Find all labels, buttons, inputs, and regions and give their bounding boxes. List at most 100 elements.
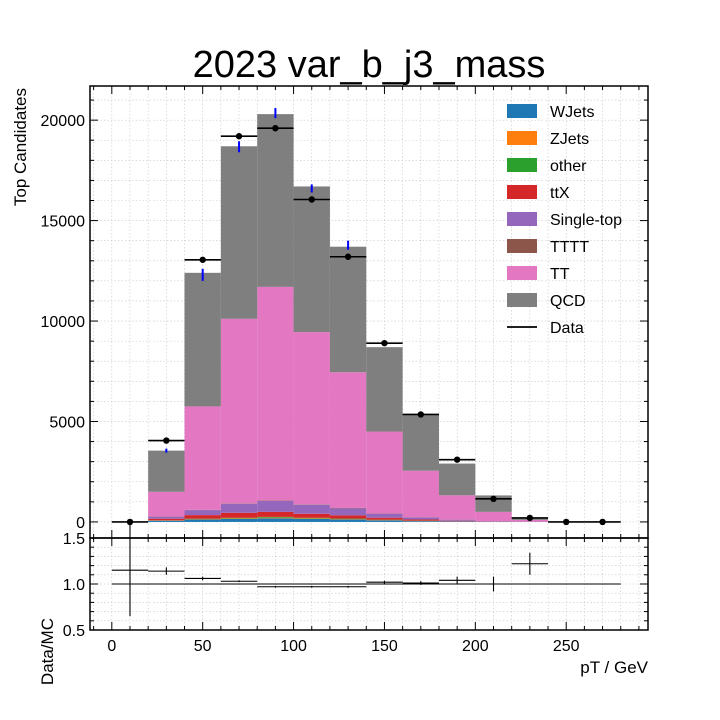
stack-bar-wjets — [184, 519, 221, 522]
stack-bar-ttx — [402, 519, 439, 521]
y-axis-label: Top Candidates — [11, 88, 30, 206]
data-point — [126, 518, 134, 526]
stack-bar-ttx — [220, 512, 258, 518]
legend-swatch-single-top — [507, 212, 537, 226]
y-tick-label: 5000 — [49, 414, 85, 431]
stack-bar-wjets — [148, 520, 185, 522]
ratio-y-tick-label: 0.5 — [63, 623, 85, 640]
stack-bar-zjets — [293, 518, 330, 519]
stack-bar-single-top — [366, 513, 403, 518]
y-tick-label: 20000 — [41, 113, 86, 130]
stack-bar-qcd — [329, 246, 367, 373]
data-point — [381, 339, 388, 347]
stack-bar-qcd — [402, 414, 439, 471]
stack-bar-ttx — [184, 515, 221, 519]
stack-bar-single-top — [184, 510, 221, 516]
legend-swatch-other — [507, 158, 537, 172]
stack-bar-ttx — [257, 511, 294, 517]
stack-bar-wjets — [257, 518, 294, 522]
data-point — [199, 256, 206, 263]
data-point — [563, 518, 570, 526]
ratio-y-axis-label: Data/MC — [38, 618, 57, 685]
stack-bar-qcd — [184, 272, 221, 407]
stack-bar-qcd — [220, 146, 258, 319]
ratio-y-tick-label: 1.0 — [63, 577, 85, 594]
stack-bar-tt — [438, 495, 476, 520]
x-tick-label: 0 — [107, 638, 116, 655]
legend-label: QCD — [550, 293, 586, 310]
x-tick-label: 100 — [280, 638, 307, 655]
stack-bar-tt — [220, 318, 258, 504]
legend-label: TT — [550, 266, 570, 283]
stack-bar-tt — [402, 470, 439, 518]
stack-bar-tt — [257, 286, 294, 501]
data-point — [235, 133, 243, 140]
stack-bar-tt — [184, 406, 221, 510]
stack-bar-tt — [148, 491, 185, 517]
data-point — [308, 196, 315, 203]
stack-bar-single-top — [148, 516, 185, 519]
data-point — [526, 514, 534, 522]
data-point — [453, 456, 461, 463]
stack-bar-other — [257, 516, 294, 518]
legend-label: ttX — [550, 185, 570, 202]
data-point — [344, 253, 352, 260]
stack-bar-qcd — [438, 463, 476, 496]
stack-bar-single-top — [293, 504, 330, 514]
legend-label: ZJets — [550, 131, 589, 148]
x-tick-label: 200 — [462, 638, 489, 655]
legend-swatch-tttt — [507, 239, 537, 253]
stack-bar-tt — [475, 511, 512, 522]
stack-bar-zjets — [257, 517, 294, 519]
stack-bar-ttx — [148, 518, 185, 521]
legend-label: other — [550, 158, 587, 175]
data-point — [599, 518, 606, 526]
stack-bar-other — [220, 517, 258, 519]
stack-bar-ttx — [329, 515, 367, 519]
y-tick-label: 10000 — [41, 314, 86, 331]
stack-bar-other — [293, 517, 330, 519]
legend-swatch-wjets — [507, 104, 537, 118]
stack-bar-single-top — [329, 508, 367, 516]
stack-bar-single-top — [438, 519, 476, 521]
data-point — [417, 411, 425, 418]
chart-title: 2023 var_b_j3_mass — [193, 44, 546, 86]
x-tick-label: 250 — [553, 638, 580, 655]
stack-bar-qcd — [293, 186, 330, 333]
y-tick-label: 0 — [76, 515, 85, 532]
stack-bar-wjets — [293, 518, 330, 522]
stack-bar-wjets — [366, 520, 403, 522]
legend-swatch-tt — [507, 266, 537, 280]
stack-bar-qcd — [257, 114, 294, 287]
stack-bar-ttx — [366, 517, 403, 520]
x-tick-label: 150 — [371, 638, 398, 655]
legend-swatch-zjets — [507, 131, 537, 145]
stack-bar-other — [329, 518, 367, 520]
legend-label: Single-top — [550, 212, 622, 229]
y-tick-label: 15000 — [41, 214, 86, 231]
legend-swatch-qcd — [507, 293, 537, 307]
stack-bar-qcd — [366, 347, 403, 432]
stack-bar-ttx — [293, 513, 330, 518]
stack-bar-tt — [366, 431, 403, 514]
stack-bar-single-top — [402, 517, 439, 520]
legend-label: TTTT — [550, 239, 589, 256]
stack-bar-zjets — [220, 518, 258, 519]
stack-bar-tt — [293, 332, 330, 505]
ratio-y-tick-label: 1.5 — [63, 531, 85, 548]
legend-label: Data — [550, 320, 584, 337]
legend-label: WJets — [550, 104, 594, 121]
data-point — [272, 124, 279, 132]
legend-swatch-ttx — [507, 185, 537, 199]
stack-bar-qcd — [148, 450, 185, 492]
stack-bar-wjets — [329, 519, 367, 522]
stack-bar-wjets — [402, 521, 439, 522]
data-point — [163, 437, 170, 444]
data-point — [490, 495, 497, 503]
stack-bar-wjets — [220, 518, 258, 522]
stack-bar-tt — [329, 372, 367, 508]
stack-bar-single-top — [257, 500, 294, 512]
x-axis-label: pT / GeV — [580, 658, 648, 677]
stack-bar-ttx — [438, 520, 476, 522]
